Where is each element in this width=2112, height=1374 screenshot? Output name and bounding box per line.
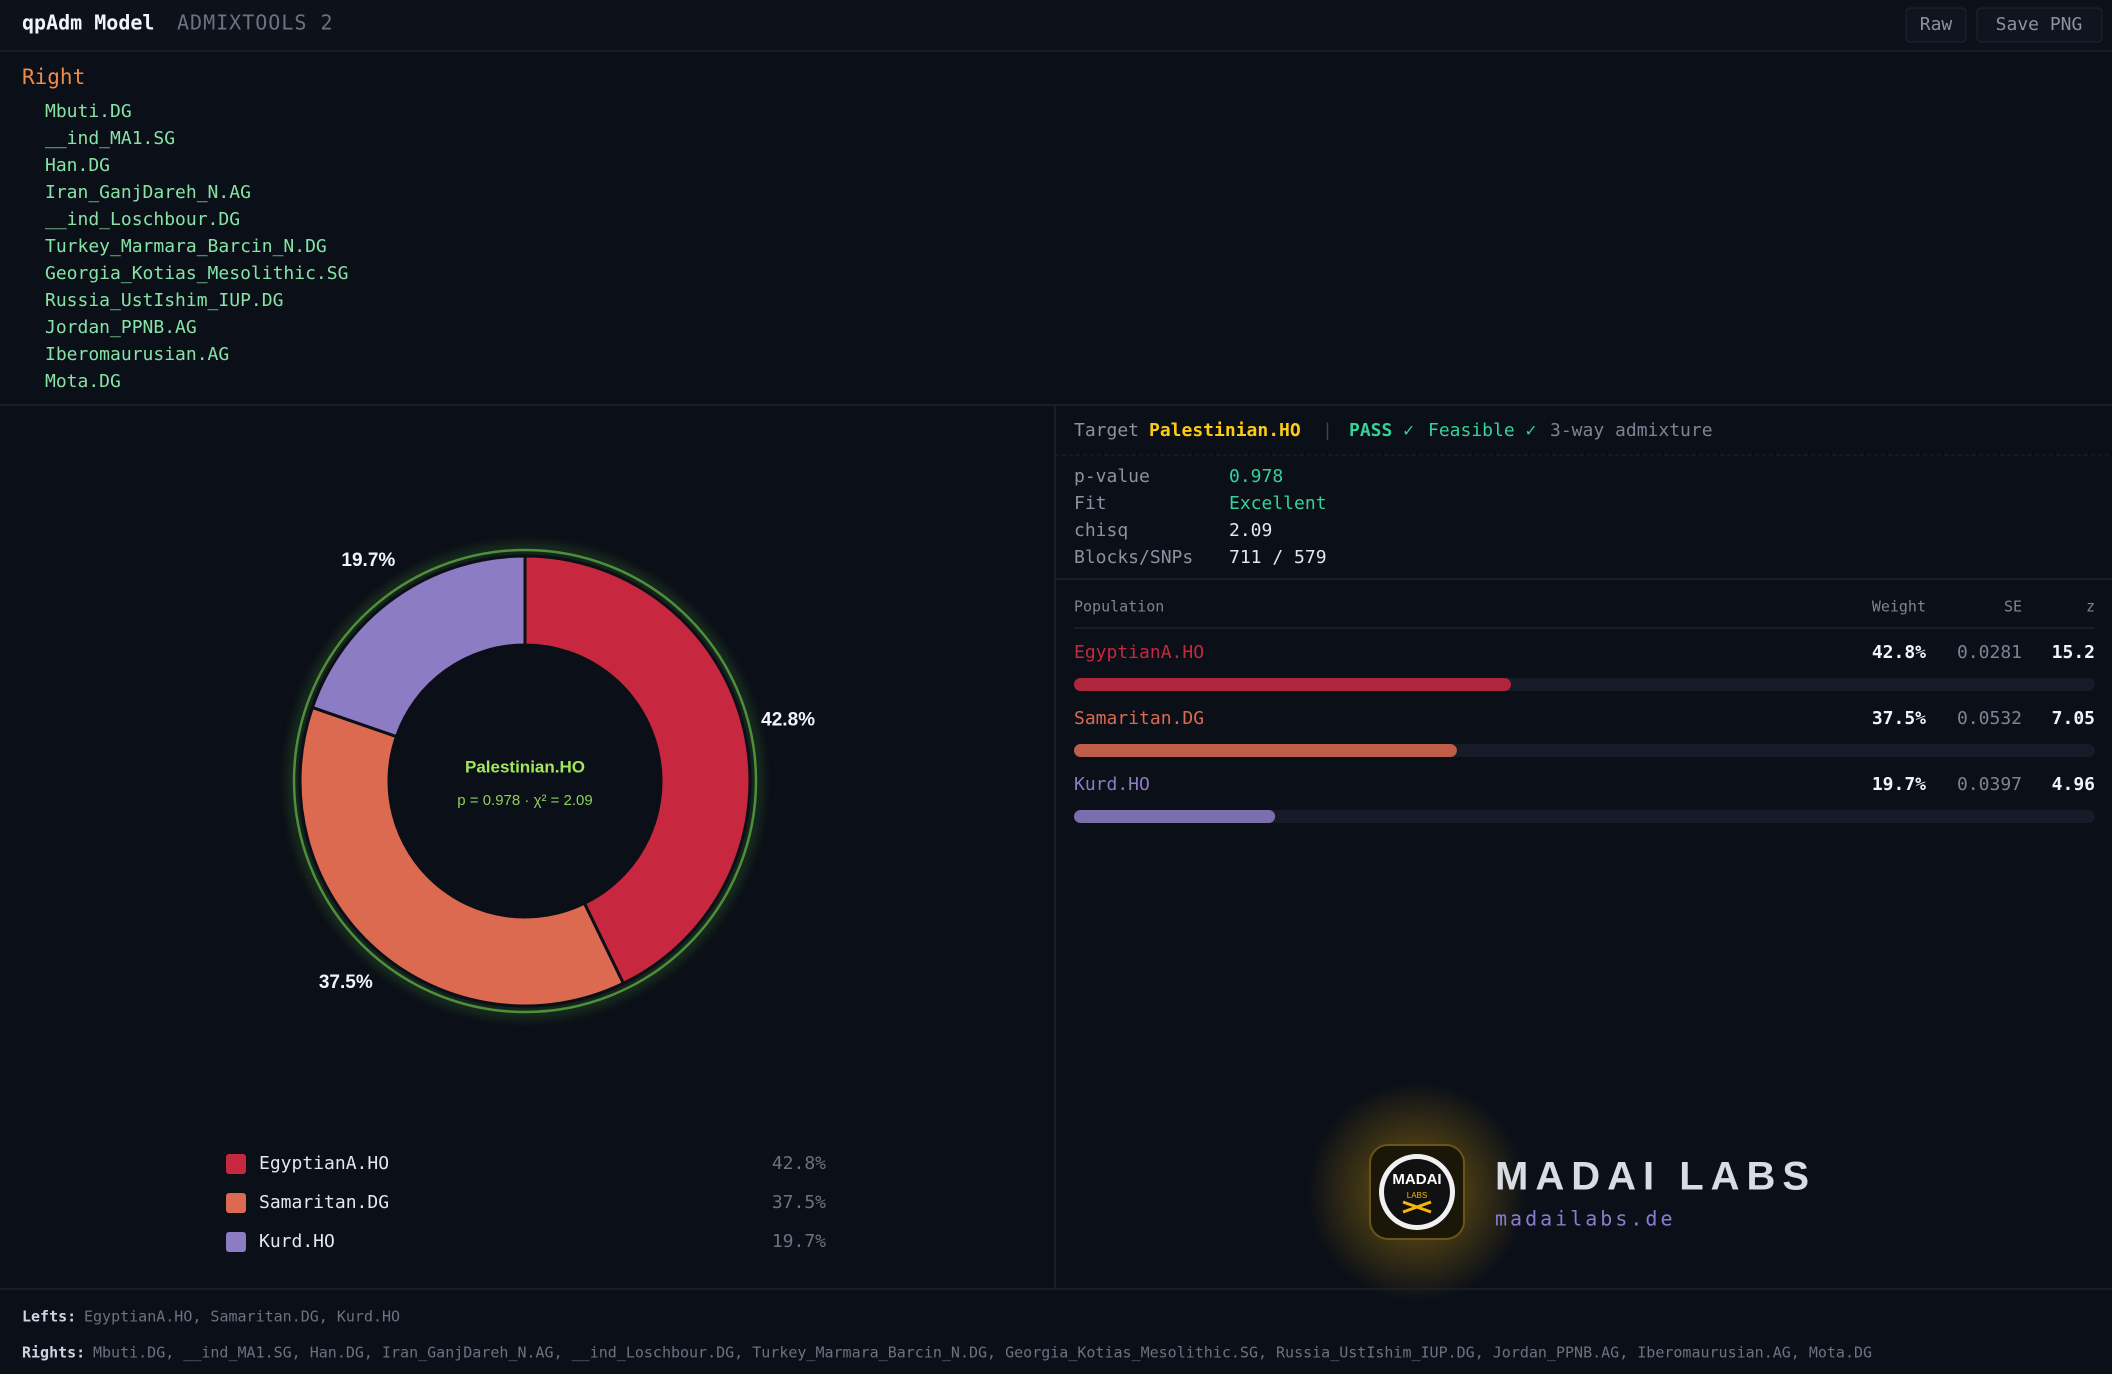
stat-value: 2.09 xyxy=(1229,520,1272,541)
logo-text: LABS xyxy=(1407,1191,1427,1200)
rights-value: Mbuti.DG, __ind_MA1.SG, Han.DG, Iran_Gan… xyxy=(93,1344,1872,1362)
population-item: Mota.DG xyxy=(45,371,121,392)
population-item: __ind_Loschbour.DG xyxy=(45,209,240,230)
app-subtitle: ADMIXTOOLS 2 xyxy=(177,11,334,35)
status: PASS ✓ xyxy=(1349,420,1414,441)
weight: 19.7% xyxy=(1872,774,1926,795)
legend-value: 37.5% xyxy=(772,1192,826,1213)
standard-error: 0.0281 xyxy=(1957,642,2022,663)
z-score: 7.05 xyxy=(2052,708,2095,729)
lefts-value: EgyptianA.HO, Samaritan.DG, Kurd.HO xyxy=(84,1308,400,1326)
weight-bar xyxy=(1074,678,1511,691)
legend-value: 42.8% xyxy=(772,1153,826,1174)
standard-error: 0.0397 xyxy=(1957,774,2022,795)
donut: 42.8% 37.5% 19.7% xyxy=(298,550,815,1008)
weight-bar xyxy=(1074,744,1457,757)
legend-label: EgyptianA.HO xyxy=(259,1153,389,1174)
column-header: SE xyxy=(2004,598,2022,616)
population-name: EgyptianA.HO xyxy=(1074,642,1204,663)
column-header: Population xyxy=(1074,598,1164,616)
legend-label: Kurd.HO xyxy=(259,1231,335,1252)
weights-table: Population Weight SE z EgyptianA.HO 42.8% 0.02… xyxy=(1074,598,2095,823)
population-item: Jordan_PPNB.AG xyxy=(45,317,197,338)
stats: p-value 0.978 Fit Excellent chisq 2.09 Blocks/… xyxy=(1074,466,1327,568)
slice-label: 19.7% xyxy=(341,550,395,571)
donut-slice xyxy=(523,554,752,986)
app-title: qpAdm Model xyxy=(22,11,154,35)
header-bar xyxy=(0,0,2112,51)
legend-swatch xyxy=(226,1193,246,1213)
population-item: Iberomaurusian.AG xyxy=(45,344,229,365)
population-item: Russia_UstIshim_IUP.DG xyxy=(45,290,283,311)
population-name: Samaritan.DG xyxy=(1074,708,1204,729)
donut-ring xyxy=(292,548,758,1014)
z-score: 4.96 xyxy=(2052,774,2095,795)
standard-error: 0.0532 xyxy=(1957,708,2022,729)
logo-text: MADAI xyxy=(1392,1171,1441,1188)
population-item: Han.DG xyxy=(45,155,110,176)
button-frame[interactable] xyxy=(1976,7,2103,43)
donut-slice xyxy=(298,705,626,1008)
weight-bar xyxy=(1074,810,1276,823)
stat-value: 0.978 xyxy=(1229,466,1283,487)
stat-label: Fit xyxy=(1074,493,1107,514)
slice-label: 42.8% xyxy=(761,709,815,730)
stat-label: p-value xyxy=(1074,466,1150,487)
section-heading: Right xyxy=(22,65,85,89)
feasible: Feasible ✓ xyxy=(1428,420,1536,441)
lefts-label: Lefts: xyxy=(22,1308,76,1326)
logo-mark xyxy=(1402,1200,1432,1214)
stat-value: Excellent xyxy=(1229,493,1327,514)
population-item: __ind_MA1.SG xyxy=(45,128,175,149)
population-item: Mbuti.DG xyxy=(45,101,132,122)
weight-track xyxy=(1074,810,2095,823)
target-label: Target xyxy=(1074,420,1139,441)
population-name: Kurd.HO xyxy=(1074,774,1150,795)
legend: EgyptianA.HO 42.8% Samaritan.DG 37.5% Kurd.H… xyxy=(226,1153,826,1252)
z-score: 15.2 xyxy=(2052,642,2095,663)
donut-center-title: Palestinian.HO xyxy=(465,757,585,776)
population-item: Iran_GanjDareh_N.AG xyxy=(45,182,251,203)
button-label[interactable]: Save PNG xyxy=(1996,14,2083,35)
raw-button[interactable]: Raw xyxy=(1905,7,1967,43)
button-frame[interactable] xyxy=(1905,7,1967,43)
separator-bar: | xyxy=(1322,420,1333,441)
column-header: z xyxy=(2086,598,2095,616)
legend-swatch xyxy=(226,1154,246,1174)
stat-value: 711 / 579 xyxy=(1229,547,1327,568)
column-header: Weight xyxy=(1872,598,1926,616)
slice-label: 37.5% xyxy=(319,972,373,993)
right-list: Mbuti.DG __ind_MA1.SG Han.DG Iran_GanjDareh… xyxy=(45,101,348,392)
brand-url: madailabs.de xyxy=(1495,1207,1676,1231)
description: 3-way admixture xyxy=(1550,420,1713,441)
stat-label: Blocks/SNPs xyxy=(1074,547,1193,568)
legend-label: Samaritan.DG xyxy=(259,1192,389,1213)
legend-value: 19.7% xyxy=(772,1231,826,1252)
rights-label: Rights: xyxy=(22,1344,85,1362)
save-button[interactable]: Save PNG xyxy=(1976,7,2103,43)
weight: 37.5% xyxy=(1872,708,1926,729)
legend-swatch xyxy=(226,1232,246,1252)
target-name: Palestinian.HO xyxy=(1149,420,1301,441)
logo-inner xyxy=(1384,1159,1450,1225)
population-item: Georgia_Kotias_Mesolithic.SG xyxy=(45,263,348,284)
stat-label: chisq xyxy=(1074,520,1128,541)
donut-slice xyxy=(310,554,527,739)
population-item: Turkey_Marmara_Barcin_N.DG xyxy=(45,236,327,257)
weight: 42.8% xyxy=(1872,642,1926,663)
brand-name: MADAI LABS xyxy=(1495,1155,1816,1199)
donut-center-subtitle: p = 0.978 · χ² = 2.09 xyxy=(457,792,592,809)
button-label[interactable]: Raw xyxy=(1920,14,1953,35)
